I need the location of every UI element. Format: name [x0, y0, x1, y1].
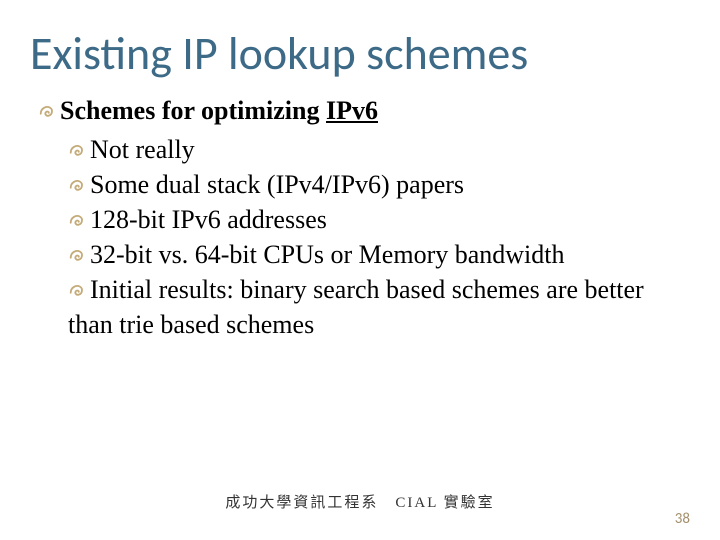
list-item: 128-bit IPv6 addresses — [68, 202, 690, 237]
list-item: Not really — [68, 132, 690, 167]
item-text: 128-bit IPv6 addresses — [90, 205, 327, 234]
swirl-icon — [68, 132, 90, 167]
swirl-icon — [68, 237, 90, 272]
heading-level1: Schemes for optimizing IPv6 — [38, 96, 690, 126]
slide: Existing IP lookup schemes Schemes for o… — [0, 0, 720, 540]
list-item: 32-bit vs. 64-bit CPUs or Memory bandwid… — [68, 237, 690, 272]
item-text: 32-bit vs. 64-bit CPUs or Memory bandwid… — [90, 240, 565, 269]
item-text: Not really — [90, 135, 195, 164]
swirl-icon — [38, 96, 60, 126]
list-item: Some dual stack (IPv4/IPv6) papers — [68, 167, 690, 202]
swirl-icon — [68, 272, 90, 307]
slide-title: Existing IP lookup schemes — [30, 26, 690, 82]
heading-prefix: Schemes for optimizing — [60, 96, 326, 125]
list-item: Initial results: binary search based sch… — [68, 272, 690, 342]
page-number: 38 — [675, 510, 690, 528]
swirl-icon — [68, 167, 90, 202]
item-text: Initial results: binary search based sch… — [68, 275, 644, 339]
swirl-icon — [68, 202, 90, 237]
heading-underlined: IPv6 — [326, 96, 378, 125]
item-text: Some dual stack (IPv4/IPv6) papers — [90, 170, 464, 199]
footer-text: 成功大學資訊工程系 CIAL 實驗室 — [0, 491, 720, 512]
